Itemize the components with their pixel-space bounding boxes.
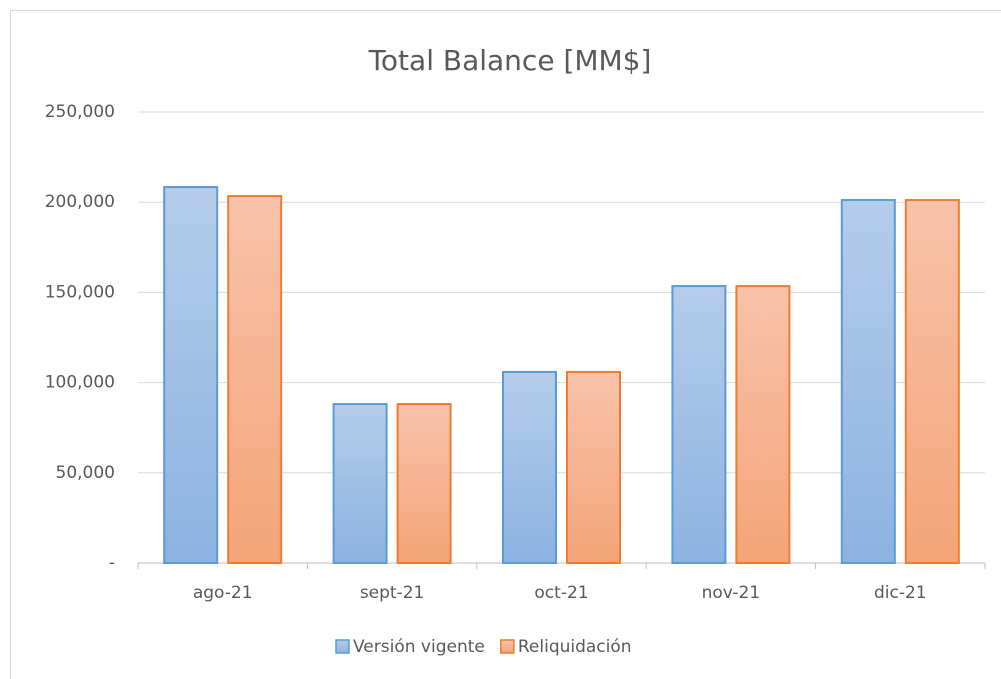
y-tick-label: 50,000 xyxy=(56,463,115,483)
bar xyxy=(163,186,219,565)
x-tick-label: oct-21 xyxy=(534,583,588,603)
bar xyxy=(396,403,452,564)
bar xyxy=(332,403,388,564)
bar xyxy=(671,285,727,564)
x-tick-label: dic-21 xyxy=(874,583,927,603)
bar xyxy=(566,370,621,564)
bar xyxy=(502,370,557,564)
bar xyxy=(227,195,283,564)
legend-swatch xyxy=(335,639,350,654)
chart-title: Total Balance [MM$] xyxy=(368,44,652,77)
y-tick-label: 250,000 xyxy=(45,102,115,122)
x-tick-label: sept-21 xyxy=(360,583,425,603)
legend-label: Versión vigente xyxy=(353,637,485,657)
bar xyxy=(904,199,960,565)
y-tick-label: 150,000 xyxy=(45,282,115,302)
y-tick-label: - xyxy=(109,553,115,573)
x-tick-label: nov-21 xyxy=(702,583,761,603)
y-tick-label: 100,000 xyxy=(45,373,115,393)
legend-swatch xyxy=(500,639,515,654)
bar xyxy=(735,285,791,564)
bar xyxy=(840,199,896,565)
y-tick-label: 200,000 xyxy=(45,192,115,212)
x-tick-label: ago-21 xyxy=(193,583,253,603)
legend-label: Reliquidación xyxy=(518,637,632,657)
